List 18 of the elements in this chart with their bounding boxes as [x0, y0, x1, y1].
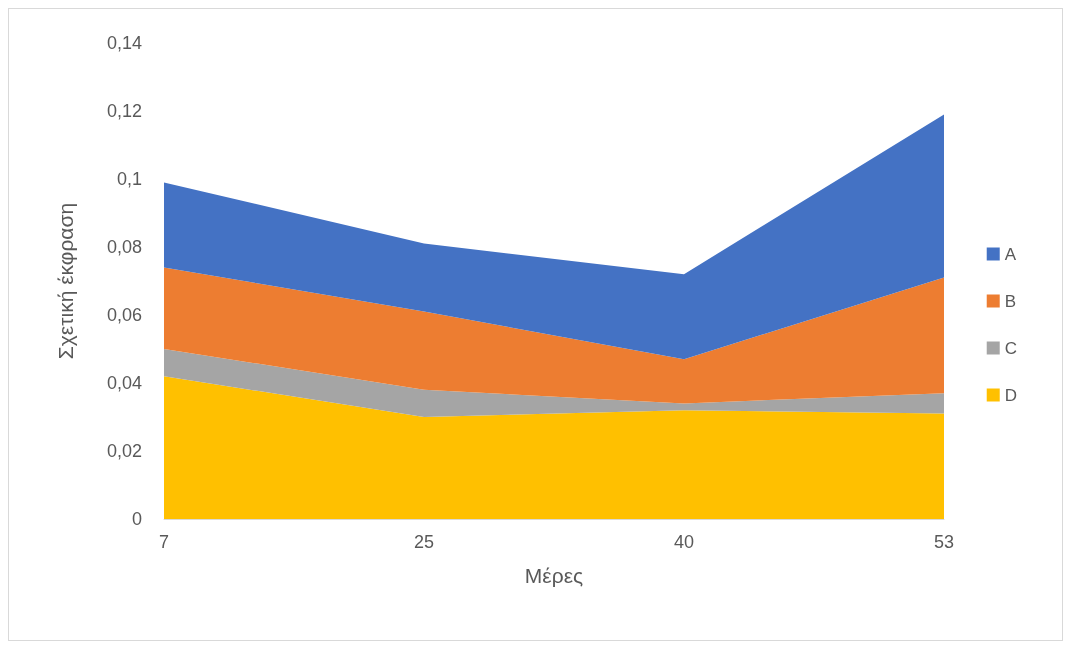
- x-tick-label: 40: [673, 532, 695, 552]
- x-tick-label: 25: [413, 532, 435, 552]
- legend-label: A: [1004, 244, 1017, 264]
- y-tick-label: 0,06: [106, 305, 142, 325]
- legend-label: C: [1004, 338, 1017, 358]
- legend-label: D: [1004, 385, 1017, 405]
- y-tick-label: 0,02: [106, 441, 142, 461]
- x-tick-label: 7: [158, 532, 170, 552]
- y-tick-label: 0,14: [106, 33, 142, 53]
- x-tick-label: 53: [933, 532, 955, 552]
- y-axis-title: Σχετική έκφραση: [54, 202, 77, 360]
- y-tick-label: 0: [131, 509, 142, 529]
- y-tick-label: 0,04: [106, 373, 142, 393]
- y-tick-label: 0,1: [116, 169, 142, 189]
- legend-label: B: [1004, 291, 1017, 311]
- x-axis-title: Μέρες: [524, 564, 584, 587]
- y-tick-label: 0,12: [106, 101, 142, 121]
- y-tick-label: 0,08: [106, 237, 142, 257]
